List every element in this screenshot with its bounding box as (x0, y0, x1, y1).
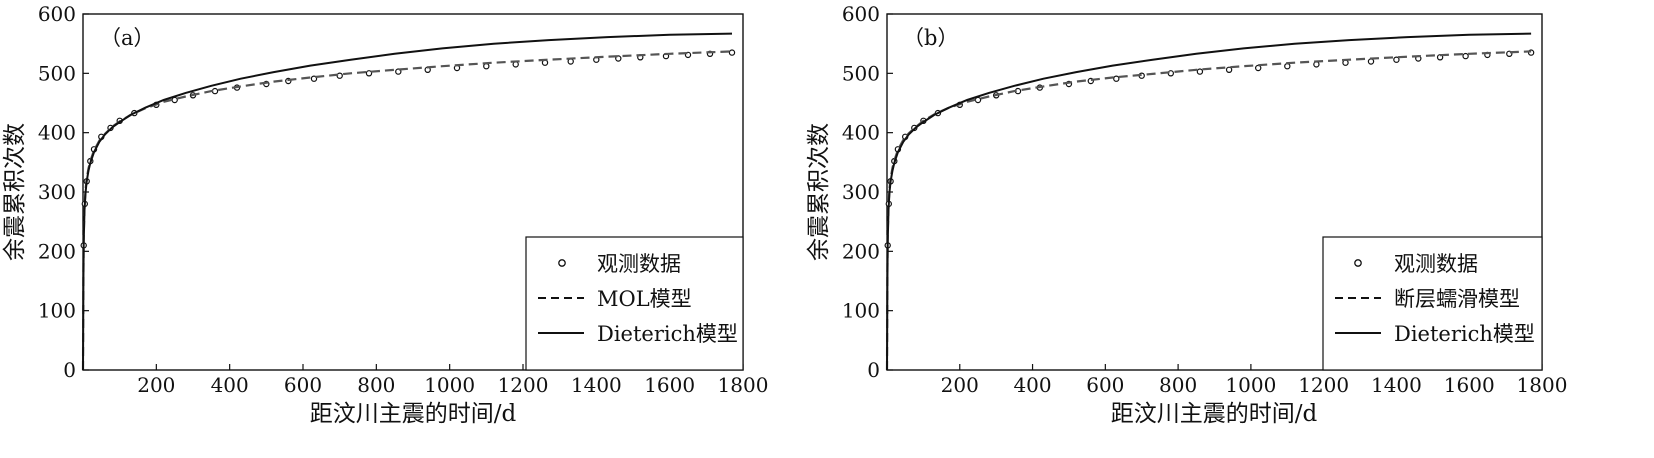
observed-point (1113, 75, 1120, 82)
observed-point (1284, 62, 1291, 70)
y-tick-label: 600 (842, 2, 880, 26)
y-tick-label: 0 (867, 358, 880, 382)
y-tick-label: 200 (842, 239, 880, 263)
legend-label-observed: 观测数据 (597, 252, 681, 276)
y-tick-label: 400 (38, 121, 76, 145)
y-tick-label: 100 (38, 299, 76, 323)
x-tick-label: 1200 (498, 373, 549, 397)
x-tick-label: 1800 (718, 373, 769, 397)
series-layer (80, 32, 736, 371)
x-tick-label: 800 (1159, 373, 1197, 397)
x-tick-label: 1600 (1444, 373, 1495, 397)
y-tick-label: 0 (63, 358, 76, 382)
x-tick-label: 1000 (1225, 373, 1276, 397)
legend-label-dashed: 断层蠕滑模型 (1394, 287, 1520, 311)
x-tick-label: 200 (941, 373, 979, 397)
y-tick-label: 500 (842, 61, 880, 85)
legend: 观测数据 MOL模型 Dieterich模型 (525, 236, 744, 371)
x-axis-title: 距汶川主震的时间/d (310, 401, 517, 427)
x-axis-title: 距汶川主震的时间/d (1111, 401, 1318, 427)
y-axis-title: 余震累积次数 (2, 123, 28, 261)
x-tick-label: 800 (357, 373, 395, 397)
observed-point (171, 96, 178, 104)
series-layer (884, 32, 1535, 371)
observed-point (1225, 66, 1233, 74)
y-tick-label: 500 (38, 61, 76, 85)
observed-point (974, 96, 982, 104)
legend-label-solid: Dieterich模型 (597, 322, 738, 346)
y-tick-label: 300 (38, 180, 76, 204)
ticks-layer: 200 400 600 800 1000 1200 1400 1600 1800 0 100 200 3… (38, 2, 769, 397)
observed-point (728, 49, 736, 56)
observed-point (1254, 64, 1262, 72)
solid-model-line (82, 32, 733, 371)
x-tick-label: 1800 (1517, 373, 1568, 397)
panel-b: （b） 距汶川主震的时间/d 余震累积次数 200 400 600 800 1000 12… (806, 2, 1567, 427)
y-tick-label: 300 (842, 180, 880, 204)
panel-label: （a） (100, 26, 155, 50)
legend-label-dashed: MOL模型 (597, 287, 692, 311)
panel-a: （a） 距汶川主震的时间/d 余震累积次数 200 400 600 800 1000 12… (2, 2, 768, 427)
observed-point (365, 70, 373, 77)
legend-box (1322, 236, 1543, 371)
x-tick-label: 1000 (424, 373, 475, 397)
solid-model-line (886, 32, 1532, 371)
y-tick-label: 100 (842, 299, 880, 323)
ticks-layer: 200 400 600 800 1000 1200 1400 1600 1800 0 100 200 3… (842, 2, 1568, 397)
panel-label: （b） (903, 26, 958, 50)
y-tick-label: 400 (842, 121, 880, 145)
legend-label-solid: Dieterich模型 (1394, 322, 1535, 346)
legend-marker-observed (558, 259, 566, 267)
y-tick-label: 600 (38, 2, 76, 26)
x-tick-label: 400 (1013, 373, 1051, 397)
x-tick-label: 600 (1086, 373, 1124, 397)
observed-point (1393, 56, 1400, 63)
x-tick-label: 1400 (571, 373, 622, 397)
legend-label-observed: 观测数据 (1394, 252, 1478, 276)
observed-point (1367, 58, 1375, 65)
y-tick-label: 200 (38, 239, 76, 263)
x-tick-label: 1600 (644, 373, 695, 397)
y-axis-title: 余震累积次数 (806, 123, 832, 261)
x-tick-label: 200 (137, 373, 175, 397)
x-tick-label: 1200 (1298, 373, 1349, 397)
x-tick-label: 1400 (1371, 373, 1422, 397)
observed-point (1462, 52, 1469, 60)
observed-point (1196, 68, 1204, 75)
legend: 观测数据 断层蠕滑模型 Dieterich模型 (1322, 236, 1543, 371)
x-tick-label: 600 (284, 373, 322, 397)
x-tick-label: 400 (211, 373, 249, 397)
legend-marker-observed (1354, 259, 1362, 267)
